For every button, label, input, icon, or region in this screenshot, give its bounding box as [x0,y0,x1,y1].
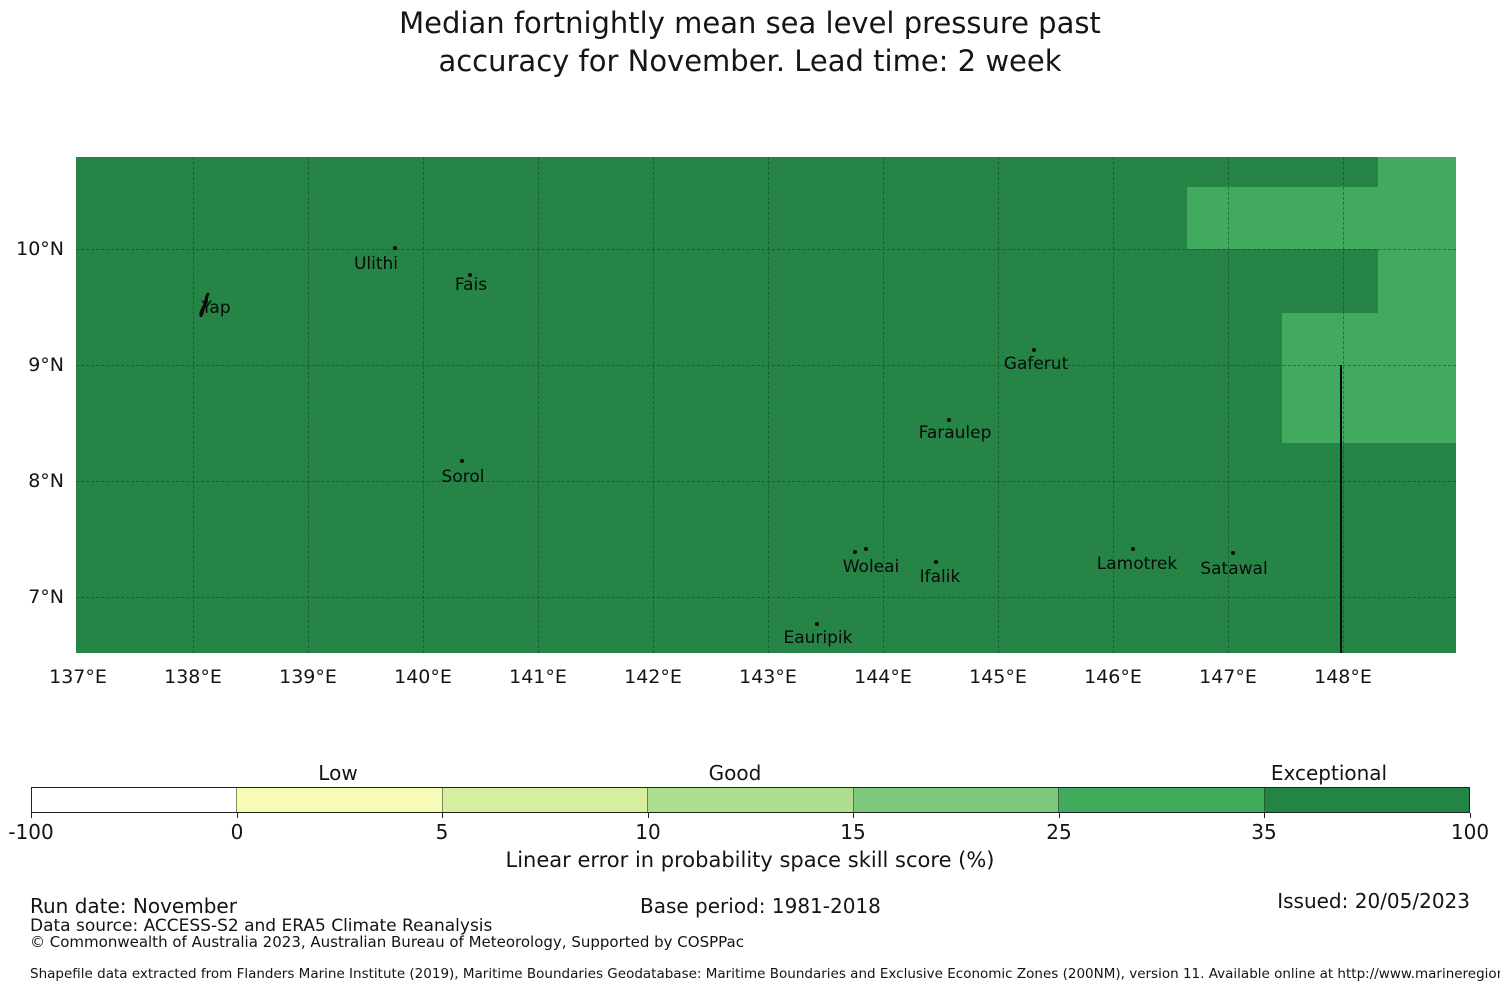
ytick-10n: 10°N [16,238,64,260]
map-canvas: Yap Ulithi Fais Sorol Gaferut Faraulep W… [76,157,1456,653]
gridline-139e [308,157,309,653]
xtick-138e: 138°E [164,666,222,688]
gridline-148e [1343,157,1344,653]
skill-patch-northeast-column [1378,157,1456,313]
gridline-10n [76,249,1456,250]
xtick-137e: 137°E [49,666,107,688]
issued-date-text: Issued: 20/05/2023 [1277,889,1470,913]
xtick-143e: 143°E [739,666,797,688]
colorbar-tickmark [1059,813,1060,818]
colorbar-segment [1058,788,1264,812]
colorbar-tick-10: 10 [635,820,661,844]
colorbar-category-low: Low [318,761,358,785]
colorbar-tickmark [237,813,238,818]
island-label-fais: Fais [454,275,488,295]
island-marker-dot [934,560,938,564]
colorbar-tick-15: 15 [840,820,866,844]
base-period-text: Base period: 1981-2018 [640,894,881,918]
colorbar-segment [647,788,853,812]
yap-island-shape-icon [199,292,210,317]
gridline-147e [1228,157,1229,653]
shapefile-note-text: Shapefile data extracted from Flanders M… [30,966,1500,982]
island-label-eauripik: Eauripik [783,628,853,648]
chart-title-line1: Median fortnightly mean sea level pressu… [399,6,1101,40]
xtick-141e: 141°E [509,666,567,688]
island-label-lamotrek: Lamotrek [1096,554,1178,574]
colorbar [31,787,1470,813]
gridline-141e [538,157,539,653]
gridline-144e [883,157,884,653]
colorbar-tickmark [31,813,32,818]
island-marker-dot [1131,547,1135,551]
island-label-satawal: Satawal [1200,559,1268,579]
chart-title-line2: accuracy for November. Lead time: 2 week [438,44,1062,78]
eez-boundary-line [1340,365,1342,653]
island-marker-dot [1032,348,1036,352]
xtick-148e: 148°E [1314,666,1372,688]
colorbar-category-good: Good [708,761,762,785]
island-marker-dot [468,273,472,277]
colorbar-tickmark [1470,813,1471,818]
colorbar-segment [1263,788,1469,812]
colorbar-tickmark [853,813,854,818]
island-label-ulithi: Ulithi [353,254,399,274]
colorbar-segment [236,788,442,812]
colorbar-tick-25: 25 [1046,820,1072,844]
gridline-142e [653,157,654,653]
colorbar-tick-5: 5 [435,820,449,844]
copyright-text: © Commonwealth of Australia 2023, Austra… [30,933,744,951]
xtick-147e: 147°E [1199,666,1257,688]
colorbar-category-exceptional: Exceptional [1270,761,1388,785]
colorbar-tickmark [1264,813,1265,818]
colorbar-tick-0: 0 [230,820,244,844]
colorbar-segment [441,788,648,812]
island-label-faraulep: Faraulep [918,423,992,443]
xtick-146e: 146°E [1084,666,1142,688]
island-label-yap: Yap [201,298,231,318]
island-marker-dot [1231,551,1235,555]
gridline-143e [768,157,769,653]
colorbar-tickmark [442,813,443,818]
island-marker-dot [947,418,951,422]
colorbar-tickmark [648,813,649,818]
colorbar-segment [32,788,237,812]
gridline-8n [76,481,1456,482]
xtick-140e: 140°E [394,666,452,688]
xtick-144e: 144°E [854,666,912,688]
skill-patch-north-band [1187,187,1378,249]
island-marker-dot [393,246,397,250]
island-label-gaferut: Gaferut [1003,354,1069,374]
ytick-7n: 7°N [28,586,64,608]
island-marker-dot [815,622,819,626]
island-label-woleai: Woleai [842,557,900,577]
xtick-139e: 139°E [279,666,337,688]
island-marker-dot [853,550,857,554]
island-marker-dot [864,547,868,551]
colorbar-segment [852,788,1059,812]
ytick-8n: 8°N [28,470,64,492]
gridline-146e [1113,157,1114,653]
gridline-9n [76,365,1456,366]
gridline-138e [193,157,194,653]
ytick-9n: 9°N [28,354,64,376]
colorbar-tick-minus100: -100 [8,820,54,844]
data-source-text: Data source: ACCESS-S2 and ERA5 Climate … [30,916,493,936]
skill-patch-east-block [1282,313,1456,443]
xtick-142e: 142°E [624,666,682,688]
gridline-140e [423,157,424,653]
xtick-145e: 145°E [969,666,1027,688]
colorbar-axis-label: Linear error in probability space skill … [505,848,995,872]
gridline-7n [76,597,1456,598]
island-label-ifalik: Ifalik [919,567,961,587]
run-date-text: Run date: November [30,894,237,918]
colorbar-tick-100: 100 [1450,820,1490,844]
colorbar-tick-35: 35 [1251,820,1277,844]
island-marker-dot [460,459,464,463]
gridline-145e [998,157,999,653]
island-label-sorol: Sorol [441,467,485,487]
